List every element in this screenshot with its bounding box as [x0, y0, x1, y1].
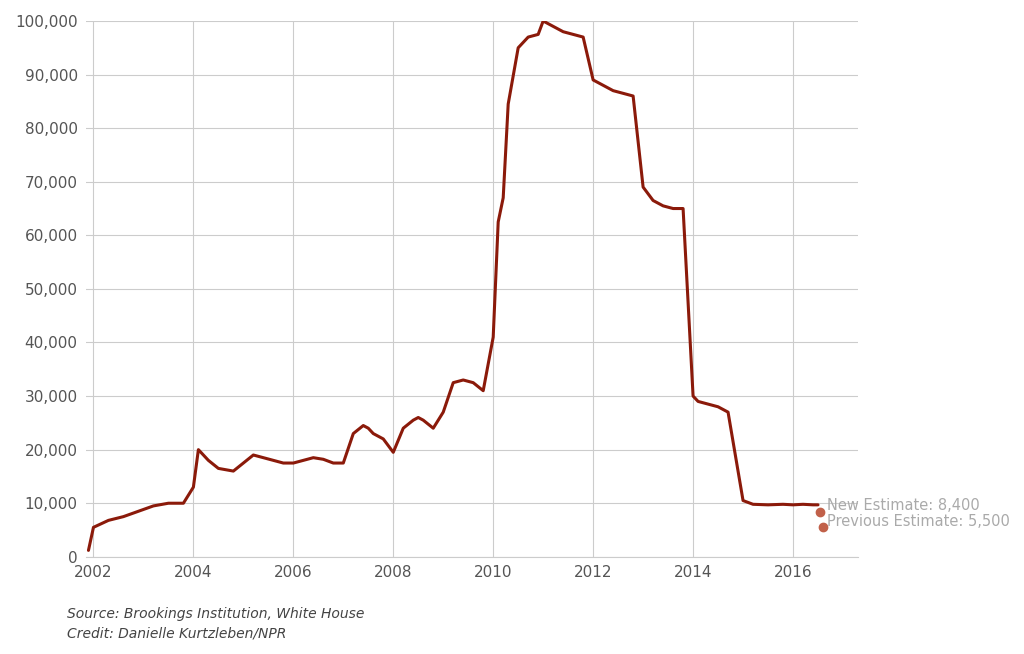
Text: Source: Brookings Institution, White House: Source: Brookings Institution, White Hou…: [67, 607, 364, 621]
Text: Credit: Danielle Kurtzleben/NPR: Credit: Danielle Kurtzleben/NPR: [67, 627, 286, 641]
Text: Previous Estimate: 5,500: Previous Estimate: 5,500: [827, 515, 1010, 530]
Text: New Estimate: 8,400: New Estimate: 8,400: [827, 498, 980, 513]
